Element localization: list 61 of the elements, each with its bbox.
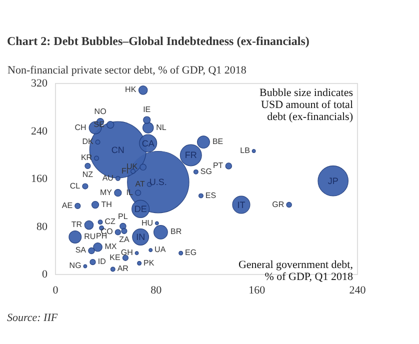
annotation: SG: [200, 166, 212, 176]
y-tick-label: 0: [42, 268, 48, 280]
x-tick-label: 0: [52, 284, 59, 296]
annotation: PK: [144, 258, 155, 268]
annotation: AE: [62, 200, 73, 210]
x-tick-label: 240: [349, 284, 366, 296]
annotation: PL: [118, 212, 128, 221]
annotation: PH: [96, 232, 108, 240]
annotation: CZ: [104, 217, 116, 226]
annotation: CN: [111, 144, 124, 155]
annotation: BR: [170, 227, 182, 236]
y-tick-label: 320: [31, 78, 48, 90]
annotation: NZ: [82, 170, 94, 180]
annotation: GH: [120, 248, 134, 258]
annotation: AT: [135, 179, 146, 188]
annotation: FR: [184, 150, 198, 160]
annotation: AR: [117, 264, 129, 274]
annotation: MY: [100, 188, 113, 197]
annotation: HK: [125, 85, 137, 94]
source-note: Source: IIF: [7, 312, 58, 324]
y-tick-label: 240: [31, 125, 48, 138]
annotation: IN: [136, 232, 146, 242]
x-tick-label: 80: [150, 284, 162, 296]
y-tick-label: 80: [36, 220, 48, 233]
annotation: PT: [212, 160, 224, 170]
annotation: RU: [84, 232, 96, 241]
annotation: SE: [94, 120, 104, 129]
annotation: IT: [237, 200, 246, 210]
annotation: KE: [110, 252, 120, 262]
annotation: CL: [70, 181, 81, 190]
y-tick-label: 160: [31, 173, 48, 185]
annotation: ES: [205, 190, 216, 200]
annotation: TH: [101, 200, 112, 209]
annotation: Bubble size indicates USD amount of total debt (ex-financials): [260, 87, 354, 123]
annotation: ID: [98, 257, 106, 266]
annotation: ZA: [119, 235, 130, 244]
x-tick-label: 160: [248, 284, 266, 296]
annotation: NL: [156, 122, 167, 132]
annotation: TR: [71, 220, 82, 230]
annotation: JP: [328, 176, 338, 186]
annotation: GR: [272, 200, 284, 209]
annotation: CA: [142, 138, 154, 148]
annotation: FI: [121, 166, 129, 176]
annotation: EG: [185, 248, 197, 258]
annotation: NG: [69, 261, 82, 270]
annotation: HU: [141, 218, 154, 228]
annotation: IE: [143, 105, 151, 114]
annotation: MX: [104, 242, 118, 252]
annotation: AU: [102, 174, 114, 182]
annotation: LB: [240, 146, 250, 156]
chart-title: Chart 2: Debt Bubbles–Global Indebtedness (ex-financials): [7, 34, 310, 48]
annotation: NO: [94, 106, 106, 116]
annotation: CH: [74, 122, 87, 132]
annotation: UA: [154, 245, 166, 254]
y-axis-title: Non-financial private sector debt, % of GDP, Q1 2018: [8, 64, 247, 76]
annotation: BE: [212, 137, 224, 146]
annotation: U.S.: [149, 177, 167, 188]
annotation: UK: [126, 162, 138, 172]
annotation: SA: [75, 246, 87, 255]
x-axis-title: General government debt, % of GDP, Q1 2018: [238, 259, 354, 283]
annotation: DE: [134, 204, 147, 214]
